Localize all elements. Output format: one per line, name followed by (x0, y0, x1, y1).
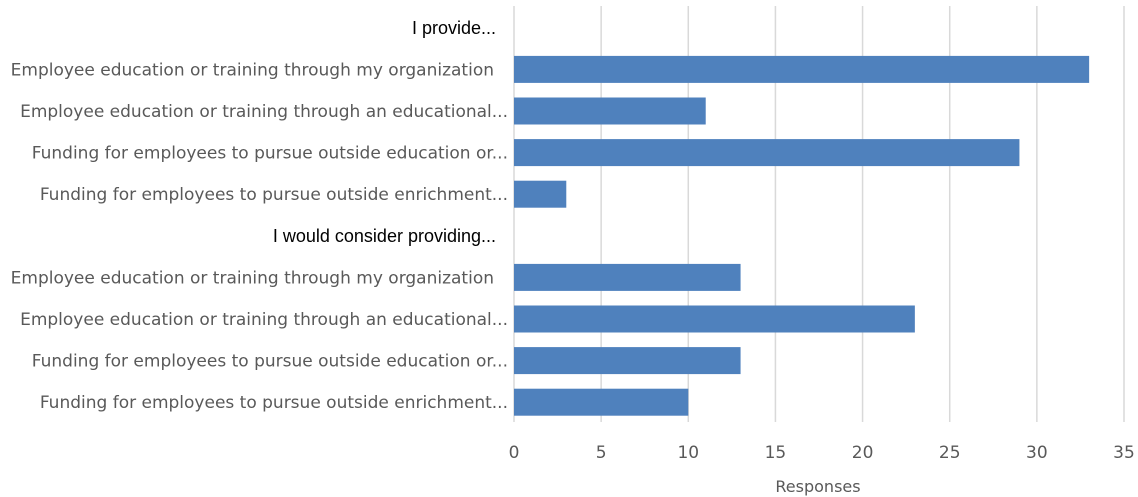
bar (514, 347, 741, 375)
category-labels: I provide... Employee education or traini… (11, 18, 508, 413)
bars (514, 55, 1090, 416)
x-tick-label: 0 (509, 443, 520, 463)
bar (514, 139, 1020, 167)
category-label: Employee education or training through a… (20, 310, 508, 330)
x-tick-label: 30 (1026, 443, 1048, 463)
bar (514, 263, 741, 291)
bar (514, 388, 689, 416)
category-label: Funding for employees to pursue outside … (32, 352, 508, 372)
x-tick-label: 5 (596, 443, 607, 463)
group-label: I provide... (412, 18, 496, 38)
x-axis-ticks: 0 5 10 15 20 25 30 35 (509, 443, 1135, 463)
group-label: I would consider providing... (273, 226, 496, 246)
bar (514, 180, 567, 208)
category-label: Funding for employees to pursue outside … (32, 144, 508, 164)
category-label: Employee education or training through m… (11, 268, 494, 288)
x-tick-label: 10 (677, 443, 699, 463)
category-label: Funding for employees to pursue outside … (40, 185, 508, 205)
category-label: Employee education or training through a… (20, 102, 508, 122)
bar (514, 305, 915, 333)
bar (514, 55, 1090, 83)
bar (514, 97, 706, 125)
x-axis-title: Responses (775, 477, 860, 496)
x-tick-label: 20 (852, 443, 874, 463)
x-tick-label: 15 (765, 443, 787, 463)
x-tick-label: 35 (1113, 443, 1135, 463)
category-label: Employee education or training through m… (11, 60, 494, 80)
category-label: Funding for employees to pursue outside … (40, 393, 508, 413)
x-tick-label: 25 (939, 443, 961, 463)
